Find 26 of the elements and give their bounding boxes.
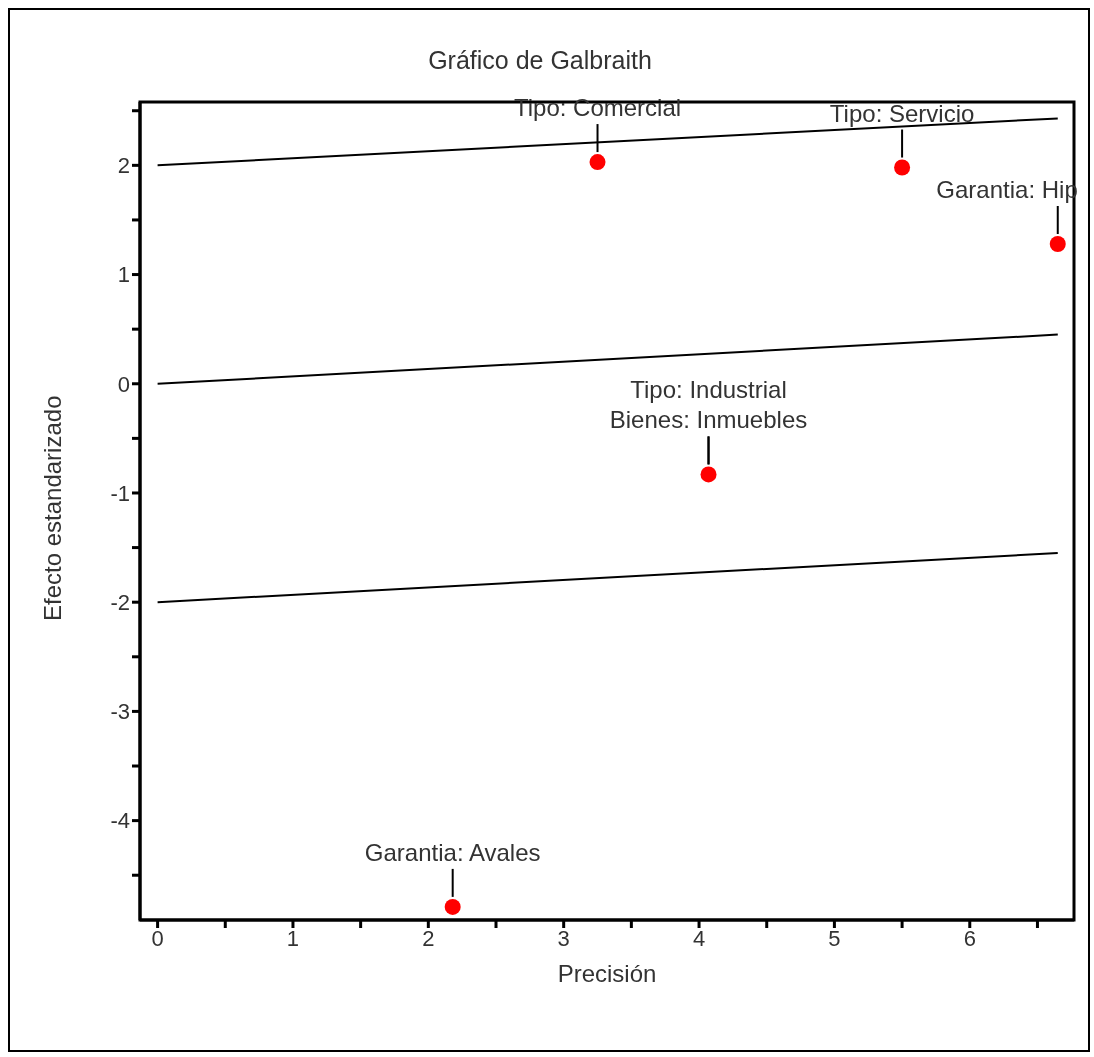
y-tick-label: -1 <box>110 480 130 506</box>
annotation: Tipo: Industrial <box>630 376 787 404</box>
y-tick-label: -3 <box>110 699 130 725</box>
x-tick-label: 4 <box>692 925 706 951</box>
y-tick-label: -4 <box>110 808 130 834</box>
point <box>589 154 606 171</box>
y-tick-label: 2 <box>117 153 130 179</box>
point <box>444 898 461 915</box>
x-axis-title: Precisión <box>557 960 657 987</box>
x-tick-label: 2 <box>422 925 435 951</box>
x-tick-label: 6 <box>963 925 976 951</box>
annotation: Garantia: Avales <box>364 838 541 866</box>
annotation: Bienes: Inmuebles <box>609 406 808 434</box>
y-tick-label: 1 <box>117 262 130 288</box>
x-tick-label: 1 <box>286 925 300 951</box>
point <box>894 159 911 176</box>
x-tick-label: 0 <box>151 925 164 951</box>
x-tick-label: 5 <box>828 925 841 951</box>
y-tick-label: -2 <box>110 590 130 615</box>
point <box>700 466 717 483</box>
y-tick-label: 0 <box>117 371 130 397</box>
point <box>1049 235 1066 252</box>
x-tick-label: 3 <box>557 925 570 951</box>
y-axis-title: Efecto estandarizado <box>38 395 66 621</box>
chart-title: Gráfico de Galbraith <box>427 46 653 75</box>
annotation: Tipo: Servicio <box>829 99 975 127</box>
